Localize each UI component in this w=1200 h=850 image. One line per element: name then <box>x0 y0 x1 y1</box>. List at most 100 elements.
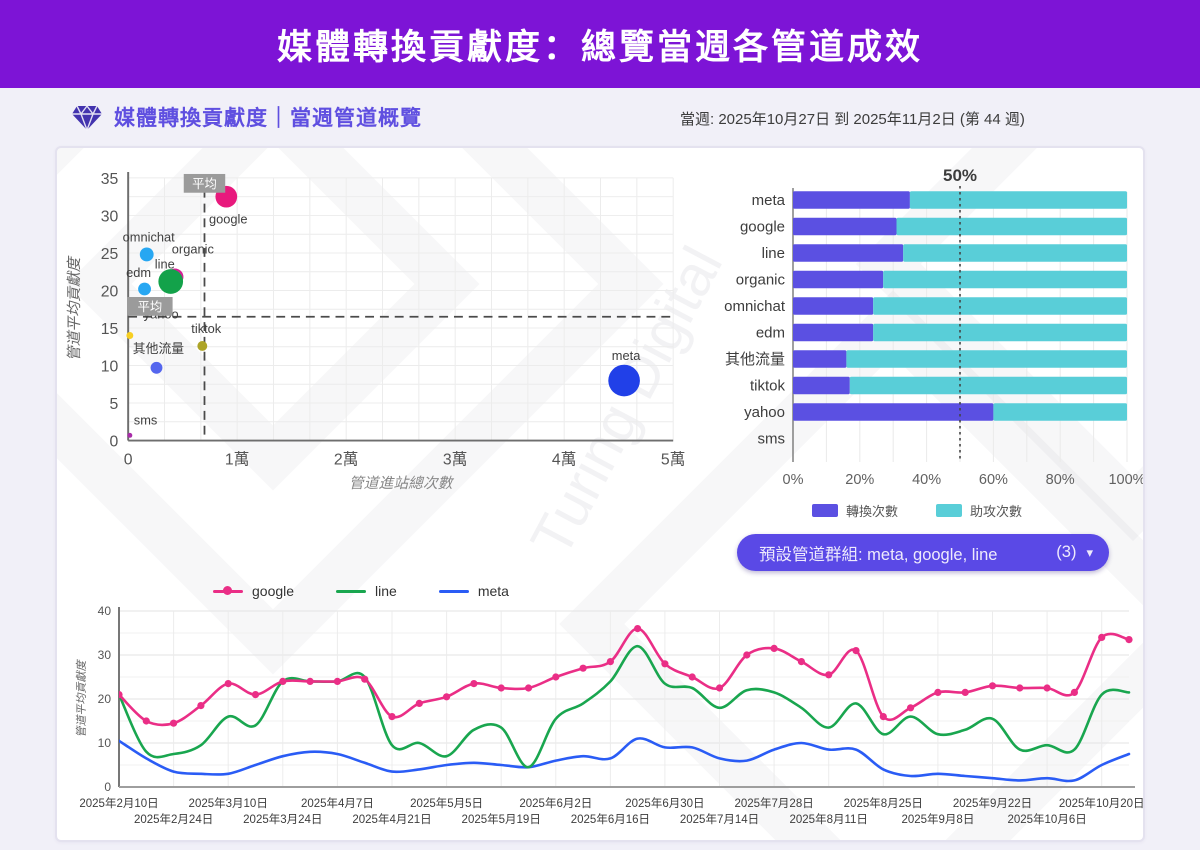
svg-text:30: 30 <box>98 648 112 662</box>
svg-text:2025年4月21日: 2025年4月21日 <box>352 812 431 826</box>
svg-text:2025年6月16日: 2025年6月16日 <box>571 812 650 826</box>
subheader: 媒體轉換貢獻度｜當週管道概覽 當週: 2025年10月27日 到 2025年11… <box>0 88 1200 142</box>
legend-swatch <box>811 504 838 517</box>
svg-text:2萬: 2萬 <box>334 450 359 468</box>
bar-row-organic: organic <box>736 270 1127 289</box>
svg-text:20: 20 <box>101 283 119 300</box>
caret-down-icon: ▾ <box>1086 544 1093 560</box>
svg-text:2025年8月25日: 2025年8月25日 <box>844 796 923 810</box>
bar-row-其他流量: 其他流量 <box>725 350 1127 368</box>
svg-text:google: google <box>209 211 248 226</box>
page-title: 媒體轉換貢獻度：總覽當週各管道成效 <box>276 27 923 67</box>
svg-text:omnichat: omnichat <box>123 230 175 245</box>
svg-text:2025年6月2日: 2025年6月2日 <box>519 796 592 810</box>
svg-text:10: 10 <box>98 736 112 750</box>
svg-text:80%: 80% <box>1046 472 1075 488</box>
svg-text:2025年7月14日: 2025年7月14日 <box>680 812 759 826</box>
bar-row-edm: edm <box>756 323 1127 342</box>
svg-text:30: 30 <box>101 208 119 225</box>
svg-text:4萬: 4萬 <box>552 450 577 468</box>
trend-legend-line <box>336 589 367 593</box>
trend-legend-label: google <box>252 583 295 599</box>
svg-text:5: 5 <box>110 396 119 413</box>
svg-text:line: line <box>762 245 785 262</box>
channel-group-label: 預設管道群組: meta, google, line <box>759 545 998 564</box>
svg-text:管道進站總次數: 管道進站總次數 <box>349 475 455 492</box>
svg-text:organic: organic <box>172 241 215 256</box>
avg-label: 平均 <box>183 173 226 193</box>
svg-text:0: 0 <box>110 433 119 450</box>
bar-row-tiktok: tiktok <box>750 376 1127 395</box>
svg-text:organic: organic <box>736 272 786 289</box>
svg-text:2025年4月7日: 2025年4月7日 <box>301 796 374 810</box>
svg-text:sms: sms <box>758 431 786 448</box>
bar-row-sms: sms <box>758 431 786 448</box>
bubble-tiktok: tiktok <box>191 321 222 351</box>
svg-text:40%: 40% <box>912 472 941 488</box>
svg-text:2025年2月24日: 2025年2月24日 <box>134 812 213 826</box>
svg-text:0: 0 <box>124 451 133 468</box>
svg-text:meta: meta <box>752 192 786 209</box>
svg-text:管道平均貢獻度: 管道平均貢獻度 <box>66 255 83 361</box>
svg-text:tiktok: tiktok <box>191 321 222 336</box>
channel-group-count: (3) <box>1056 543 1077 561</box>
bubble-meta: meta <box>608 348 641 397</box>
svg-text:50%: 50% <box>943 166 977 185</box>
trend-legend-line <box>438 589 469 593</box>
svg-text:100%: 100% <box>1108 472 1143 488</box>
svg-text:edm: edm <box>126 265 151 280</box>
legend-label: 助攻次數 <box>970 504 1023 519</box>
trend-series-google <box>119 625 1133 727</box>
avg-label: 平均 <box>127 296 173 316</box>
svg-text:10: 10 <box>101 358 119 375</box>
svg-text:2025年10月20日: 2025年10月20日 <box>1059 796 1145 810</box>
legend-item-助攻次數: 助攻次數 <box>936 501 1022 520</box>
trend-legend-label: meta <box>477 583 509 599</box>
svg-text:其他流量: 其他流量 <box>133 341 184 356</box>
svg-text:平均: 平均 <box>138 300 163 314</box>
channel-group-dropdown[interactable]: 預設管道群組: meta, google, line (3) ▾ <box>737 534 1109 571</box>
trend-legend-marker-dot <box>223 586 232 595</box>
conversion-assist-bar-chart: meta google line organic omnichat edm 其他流量 tikt… <box>724 166 1143 488</box>
svg-text:2025年5月19日: 2025年5月19日 <box>462 812 541 826</box>
svg-text:其他流量: 其他流量 <box>725 351 785 368</box>
svg-text:0: 0 <box>104 780 111 794</box>
svg-text:平均: 平均 <box>192 177 217 191</box>
legend-swatch <box>936 504 962 517</box>
gem-icon <box>72 105 102 130</box>
bars-wrap: meta google line organic omnichat edm 其他流量 tikt… <box>691 160 1143 520</box>
svg-text:2025年8月11日: 2025年8月11日 <box>789 812 867 826</box>
svg-text:3萬: 3萬 <box>443 450 468 468</box>
dashboard-card: Turing Digital 0 5 10 15 20 25 30 35 0 1萬 2萬 3萬 4萬 5萬… <box>55 146 1145 842</box>
svg-text:sms: sms <box>134 412 158 427</box>
svg-text:15: 15 <box>101 321 119 338</box>
svg-text:60%: 60% <box>979 472 1008 488</box>
svg-text:2025年9月8日: 2025年9月8日 <box>901 812 974 826</box>
bubble-sms: sms <box>127 412 158 438</box>
svg-text:2025年3月10日: 2025年3月10日 <box>189 796 268 810</box>
svg-text:管道平均貢獻度: 管道平均貢獻度 <box>75 659 88 738</box>
svg-text:40: 40 <box>98 604 112 618</box>
svg-text:5萬: 5萬 <box>661 450 686 468</box>
svg-text:35: 35 <box>101 171 119 188</box>
svg-text:2025年9月22日: 2025年9月22日 <box>953 796 1032 810</box>
svg-text:2025年7月28日: 2025年7月28日 <box>734 796 813 810</box>
bar-row-google: google <box>740 217 1127 236</box>
svg-text:0%: 0% <box>783 472 804 488</box>
svg-text:25: 25 <box>101 246 119 263</box>
svg-text:20: 20 <box>98 692 112 706</box>
svg-text:2025年2月10日: 2025年2月10日 <box>79 796 158 810</box>
bubble-line: line <box>155 257 184 294</box>
trend-chart-legend: google line meta <box>213 581 1143 601</box>
trend-legend-line <box>213 586 243 595</box>
trend-legend-label: line <box>375 583 397 599</box>
trend-series-meta <box>119 737 1131 783</box>
trend-legend-item-meta: meta <box>438 583 509 599</box>
trend-legend-item-google: google <box>213 583 294 599</box>
bubble-其他流量: 其他流量 <box>133 341 184 374</box>
legend-label: 轉換次數 <box>845 504 898 519</box>
svg-text:20%: 20% <box>845 472 874 488</box>
svg-text:1萬: 1萬 <box>225 450 250 468</box>
bubble-edm: edm <box>126 265 151 296</box>
